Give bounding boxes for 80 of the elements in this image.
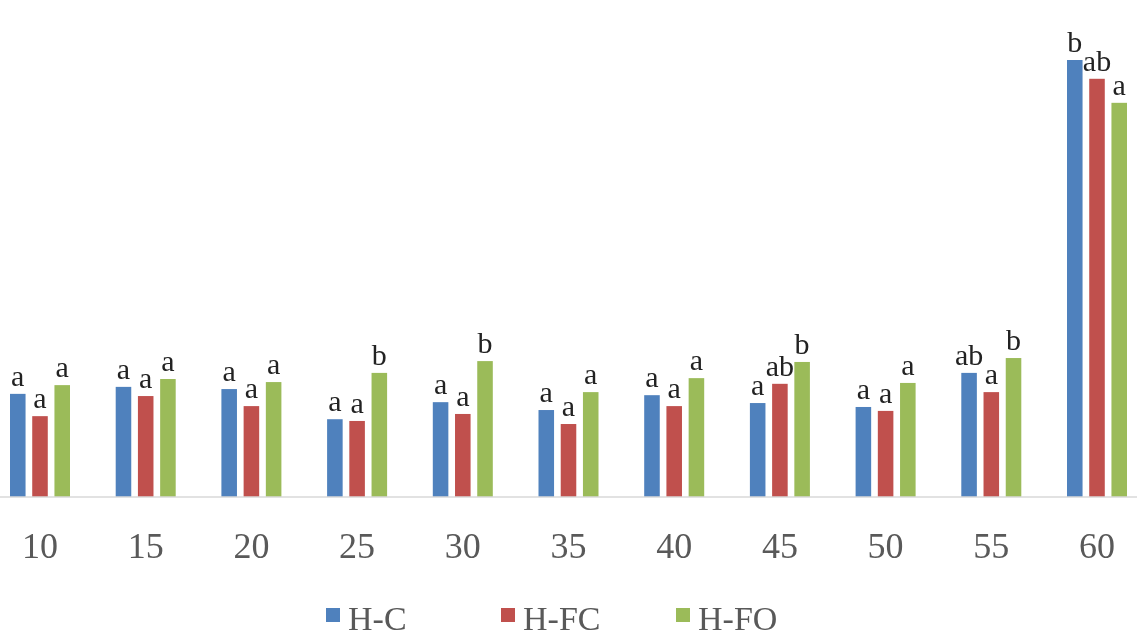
annotation: b xyxy=(371,337,387,371)
bar xyxy=(349,420,365,497)
bar xyxy=(560,424,577,497)
bar xyxy=(455,413,471,497)
annotation: ab xyxy=(765,348,795,382)
x-tick-label: 60 xyxy=(1079,526,1115,566)
bar xyxy=(1089,78,1105,497)
bar xyxy=(32,416,48,497)
x-tick-label: 55 xyxy=(973,526,1010,566)
annotation: a xyxy=(689,343,704,377)
annotation: a xyxy=(645,360,659,394)
annotation: a xyxy=(878,375,893,409)
legend-label: H-C xyxy=(348,599,407,637)
bar xyxy=(243,406,260,497)
bar xyxy=(855,406,872,497)
bar xyxy=(477,361,493,497)
bar xyxy=(538,410,555,497)
bar xyxy=(1111,102,1127,497)
bar xyxy=(265,382,282,497)
annotation: b xyxy=(477,326,493,360)
annotation: a xyxy=(1112,67,1126,101)
bar xyxy=(983,392,1000,497)
bar xyxy=(877,410,894,497)
bar xyxy=(688,378,705,497)
bar xyxy=(900,382,916,497)
x-tick-label: 50 xyxy=(867,526,904,566)
annotation: a xyxy=(11,358,25,392)
annotation: a xyxy=(33,381,47,415)
annotation: a xyxy=(456,378,470,412)
bar xyxy=(961,372,977,497)
annotation: ab xyxy=(954,337,984,371)
bar xyxy=(54,385,70,497)
annotation: a xyxy=(901,347,915,381)
annotation: b xyxy=(794,326,810,360)
annotation: a xyxy=(984,357,998,391)
bar xyxy=(137,396,154,497)
annotation: a xyxy=(266,347,281,381)
legend-label: H-FO xyxy=(698,599,778,637)
annotation: a xyxy=(161,344,175,378)
annotation: a xyxy=(350,385,364,419)
annotation: a xyxy=(856,371,871,405)
annotation: a xyxy=(561,389,576,423)
bar xyxy=(115,386,132,497)
annotation: a xyxy=(328,384,342,418)
bar xyxy=(1067,60,1083,497)
bar xyxy=(10,393,26,497)
annotation: a xyxy=(116,351,131,385)
annotation: b xyxy=(1006,323,1022,357)
x-tick-label: 30 xyxy=(444,526,481,566)
bar xyxy=(432,402,449,497)
annotation: a xyxy=(751,368,765,402)
x-tick-label: 40 xyxy=(656,526,693,566)
annotation: a xyxy=(55,350,69,384)
annotation: a xyxy=(244,371,259,405)
legend-label: H-FC xyxy=(523,599,601,637)
x-tick-label: 10 xyxy=(22,526,58,566)
x-tick-label: 15 xyxy=(127,526,164,566)
bar xyxy=(749,403,766,497)
x-tick-label: 20 xyxy=(233,526,270,566)
bar xyxy=(371,372,388,497)
annotation: ab xyxy=(1082,43,1112,77)
x-tick-label: 25 xyxy=(339,526,376,566)
bar xyxy=(160,379,176,497)
annotation: a xyxy=(222,354,236,388)
annotation: a xyxy=(667,371,681,405)
annotation: a xyxy=(139,361,153,395)
x-tick-label: 45 xyxy=(761,526,798,566)
bar xyxy=(327,419,343,497)
bar xyxy=(644,395,660,497)
annotation: a xyxy=(584,357,598,391)
text: b xyxy=(1067,25,1083,58)
annotation: a xyxy=(539,375,553,409)
bar xyxy=(794,361,810,497)
bar xyxy=(666,406,682,497)
bar xyxy=(582,392,599,497)
x-tick-label: 35 xyxy=(550,526,587,566)
bar xyxy=(772,383,788,497)
annotation: a xyxy=(433,367,448,401)
bar xyxy=(1005,358,1022,497)
bar xyxy=(221,389,237,497)
